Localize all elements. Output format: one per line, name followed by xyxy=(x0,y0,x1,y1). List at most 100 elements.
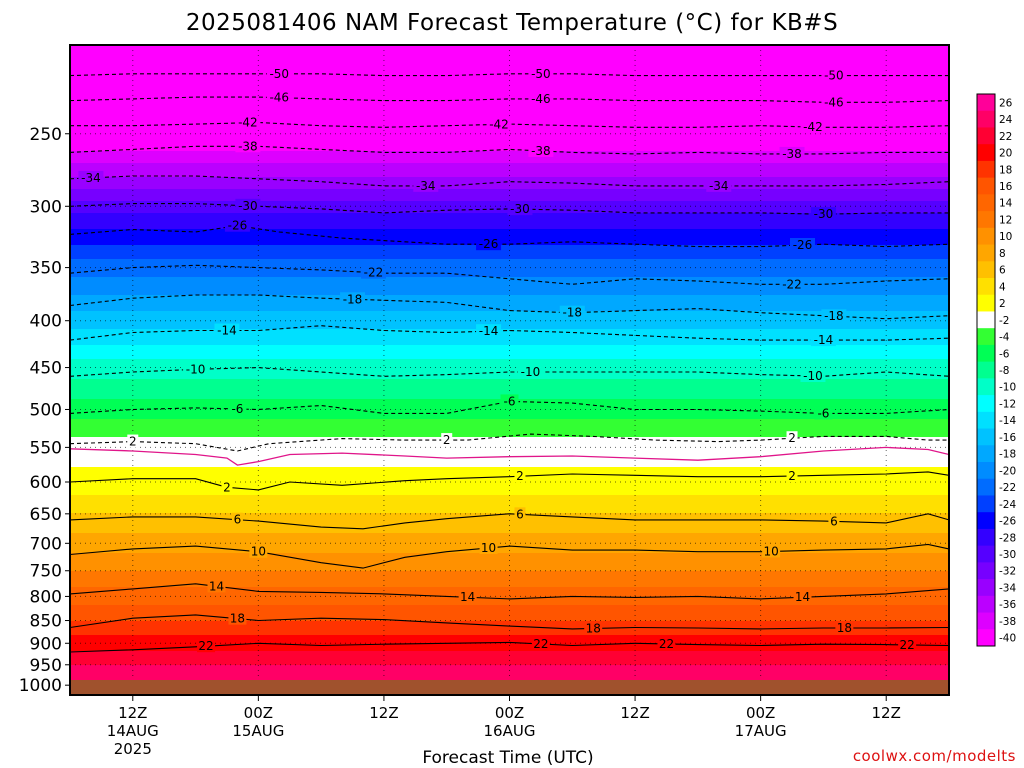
contour-label-bg xyxy=(486,117,512,131)
heatmap-band xyxy=(70,581,949,584)
y-tick-label: 800 xyxy=(30,587,62,607)
contour-label-bg xyxy=(828,514,840,528)
heatmap-band xyxy=(70,655,949,658)
heatmap-band xyxy=(70,47,949,50)
heatmap-band xyxy=(70,483,949,486)
x-tick-label: 12Z xyxy=(118,704,147,722)
colorbar-label: -2 xyxy=(999,315,1009,327)
contour-label-bg xyxy=(207,579,226,593)
contour-label: -42 xyxy=(238,116,258,130)
heatmap-band xyxy=(70,217,949,220)
y-tick-label: 400 xyxy=(30,312,62,332)
colorbar-label: -36 xyxy=(999,599,1016,611)
heatmap-band xyxy=(70,453,949,456)
y-tick-label: 950 xyxy=(30,656,62,676)
colorbar-swatch xyxy=(977,278,995,296)
contour-label: -6 xyxy=(231,402,243,416)
colorbar-label: -10 xyxy=(999,382,1016,394)
heatmap-band xyxy=(70,377,949,380)
heatmap-band xyxy=(70,591,949,594)
heatmap-band xyxy=(70,465,949,468)
heatmap-band xyxy=(70,541,949,544)
heatmap-band xyxy=(70,495,949,498)
heatmap-band xyxy=(70,257,949,260)
heatmap-band xyxy=(70,427,949,430)
contour-label-bg xyxy=(810,207,836,221)
heatmap-band xyxy=(70,447,949,450)
contour-label-bg xyxy=(821,309,847,323)
contour-label-bg xyxy=(441,433,453,447)
contour-label: -34 xyxy=(416,179,436,193)
contour-label: 2 xyxy=(129,435,137,449)
contour-label: -42 xyxy=(489,117,509,131)
heatmap-band xyxy=(70,183,949,186)
heatmap-band xyxy=(70,293,949,296)
contour-label: 18 xyxy=(230,612,245,626)
y-tick-label: 650 xyxy=(30,505,62,525)
colorbar-swatch xyxy=(977,495,995,513)
heatmap-band xyxy=(70,353,949,356)
x-tick-label: 12Z xyxy=(620,704,649,722)
contour-label: -38 xyxy=(531,144,551,158)
heatmap-band xyxy=(70,471,949,474)
contour-label: -14 xyxy=(479,324,499,338)
contour-label: 22 xyxy=(198,639,213,653)
heatmap-band xyxy=(70,431,949,434)
heatmap-band xyxy=(70,555,949,558)
contour-label-bg xyxy=(458,590,477,604)
heatmap-band xyxy=(70,85,949,88)
colorbar-swatch xyxy=(977,428,995,446)
contour-label: -10 xyxy=(521,365,541,379)
heatmap-band xyxy=(70,517,949,520)
heatmap-band xyxy=(70,563,949,566)
contour-label-bg xyxy=(810,333,836,347)
heatmap-band xyxy=(70,557,949,560)
heatmap-band xyxy=(70,645,949,648)
contour-label: -30 xyxy=(814,207,834,221)
heatmap-band xyxy=(70,677,949,680)
heatmap-band xyxy=(70,665,949,668)
heatmap-band xyxy=(70,307,949,310)
colorbar-label: -20 xyxy=(999,465,1016,477)
contour-label: -46 xyxy=(531,92,551,106)
contour-label-bg xyxy=(500,394,519,408)
contour-label-bg xyxy=(528,66,554,80)
heatmap-band xyxy=(70,491,949,494)
contour-label-bg xyxy=(559,305,585,319)
colorbar-label: -4 xyxy=(999,332,1010,344)
colorbar-swatch xyxy=(977,328,995,346)
credit-link[interactable]: coolwx.com/modelts xyxy=(853,747,1016,765)
contour-label-bg xyxy=(360,265,386,279)
heatmap-band xyxy=(70,585,949,588)
heatmap-band xyxy=(70,91,949,94)
colorbar-swatch xyxy=(977,629,995,647)
heatmap-band xyxy=(70,163,949,166)
contour-label-bg xyxy=(800,120,826,134)
heatmap-band xyxy=(70,101,949,104)
heatmap-band xyxy=(70,191,949,194)
contour-label: -38 xyxy=(782,147,802,161)
colorbar-label: 22 xyxy=(999,131,1012,143)
heatmap-band xyxy=(70,93,949,96)
grid-dotted xyxy=(70,45,949,695)
colorbar-swatch xyxy=(977,344,995,363)
heatmap-band xyxy=(70,165,949,168)
heatmap-band xyxy=(70,501,949,504)
heatmap-band xyxy=(70,277,949,280)
heatmap-band xyxy=(70,351,949,354)
colorbar-swatch xyxy=(977,378,995,396)
heatmap-band xyxy=(70,433,949,436)
heatmap-band xyxy=(70,95,949,98)
heatmap-band xyxy=(70,273,949,276)
contour-label-bg xyxy=(762,544,781,558)
heatmap-band xyxy=(70,415,949,418)
y-tick-label: 550 xyxy=(30,438,62,458)
colorbar-swatch xyxy=(977,445,995,463)
heatmap-band xyxy=(70,623,949,626)
contour-label: -10 xyxy=(186,362,206,376)
heatmap-band xyxy=(70,411,949,414)
y-tick-label: 1000 xyxy=(19,676,62,696)
heatmap-band xyxy=(70,75,949,78)
